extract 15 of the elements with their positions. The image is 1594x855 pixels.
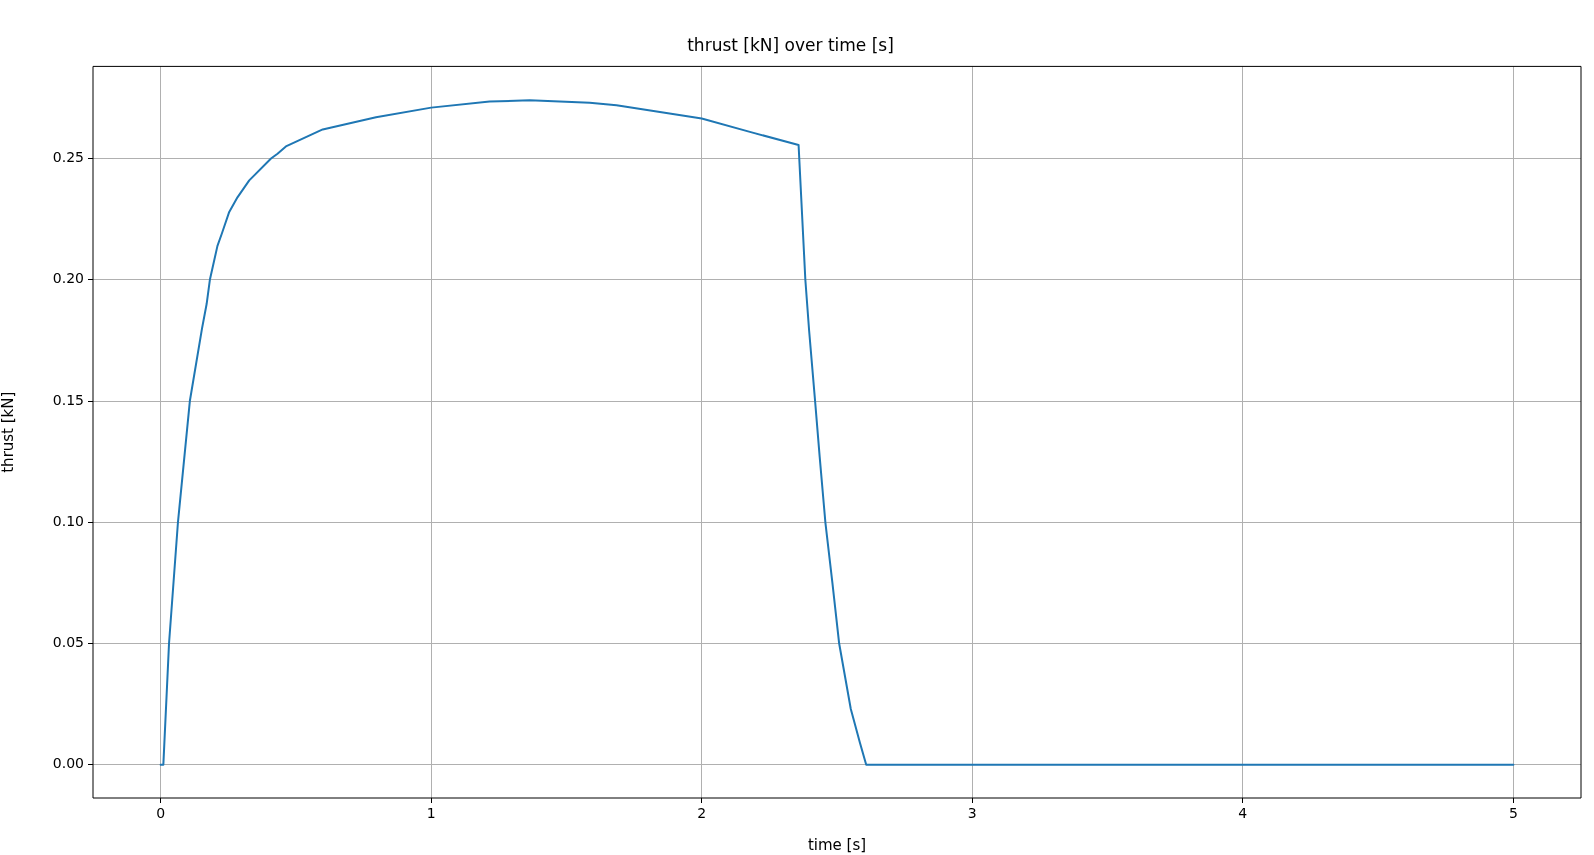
x-tick-label: 2	[697, 805, 707, 822]
x-axis-title: time [s]	[807, 835, 867, 854]
x-tick-label: 1	[426, 805, 436, 822]
x-tick-label: 0	[156, 805, 166, 822]
y-tick-label: 0.15	[52, 391, 84, 408]
y-tick-label: 0.00	[52, 755, 84, 772]
y-tick-label: 0.20	[52, 270, 84, 287]
y-tick-label: 0.25	[52, 149, 84, 166]
chart-title: thrust [kN] over time [s]	[687, 34, 894, 55]
x-tick-label: 5	[1508, 805, 1518, 822]
y-tick-label: 0.05	[52, 634, 84, 651]
y-tick-label: 0.10	[52, 512, 84, 529]
x-tick-label: 4	[1238, 805, 1248, 822]
y-axis-title: thrust [kN]	[0, 391, 17, 473]
x-tick-label: 3	[967, 805, 977, 822]
